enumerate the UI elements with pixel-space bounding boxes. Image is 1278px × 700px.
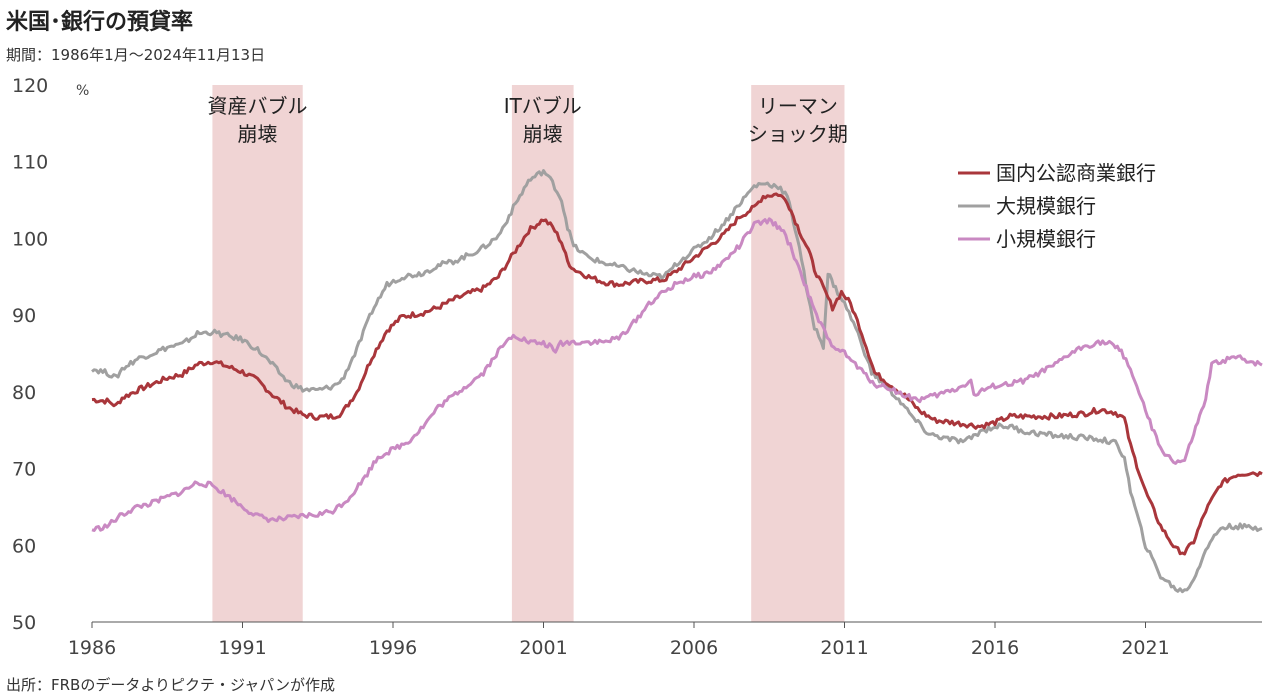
y-tick-label: 100 (12, 228, 48, 250)
x-tick-label: 2016 (971, 637, 1019, 659)
series-line-0 (91, 192, 1263, 556)
series-lines (91, 169, 1263, 594)
period-label-1-0: ITバブル (504, 94, 582, 118)
x-tick-label: 2006 (670, 637, 718, 659)
y-tick-label: 120 (12, 75, 48, 97)
period-label-0-1: 崩壊 (238, 122, 278, 146)
period-label-2-1: ショック期 (748, 122, 848, 146)
legend-label-0: 国内公認商業銀行 (996, 161, 1156, 185)
x-axis: 1986 1991 1996 2001 2006 2011 2016 2021 (68, 621, 1262, 659)
x-tick-label: 2021 (1121, 637, 1169, 659)
period-label-0-0: 資産バブル (208, 94, 308, 118)
legend-label-2: 小規模銀行 (996, 227, 1096, 251)
x-tick-label: 1991 (218, 637, 266, 659)
y-tick-label: 80 (12, 382, 36, 404)
y-tick-label: 70 (12, 459, 36, 481)
x-tick-label: 2011 (820, 637, 868, 659)
legend-label-1: 大規模銀行 (996, 194, 1096, 218)
x-tick-label: 1986 (68, 637, 116, 659)
chart-period-subtitle: 期間：1986年1月～2024年11月13日 (6, 46, 266, 64)
y-tick-label: 60 (12, 535, 36, 557)
shaded-period-0 (212, 85, 303, 622)
series-line-2 (91, 217, 1263, 532)
y-tick-label: 110 (12, 152, 48, 174)
shaded-periods (212, 85, 845, 622)
series-line-1 (91, 169, 1263, 594)
y-axis-unit: % (76, 83, 89, 99)
shaded-period-2 (751, 85, 845, 622)
y-axis: 50 60 70 80 90 100 110 120% (12, 75, 89, 634)
x-tick-label: 2001 (519, 637, 567, 659)
shaded-period-1 (511, 85, 574, 622)
source-note: 出所：FRBのデータよりピクテ・ジャパンが作成 (6, 676, 336, 694)
chart-title: 米国･銀行の預貸率 (6, 10, 194, 35)
period-label-2-0: リーマン (758, 94, 838, 118)
period-label-1-1: 崩壊 (523, 122, 563, 146)
y-tick-label: 90 (12, 305, 36, 327)
x-tick-label: 1996 (369, 637, 417, 659)
y-tick-label: 50 (12, 612, 36, 634)
